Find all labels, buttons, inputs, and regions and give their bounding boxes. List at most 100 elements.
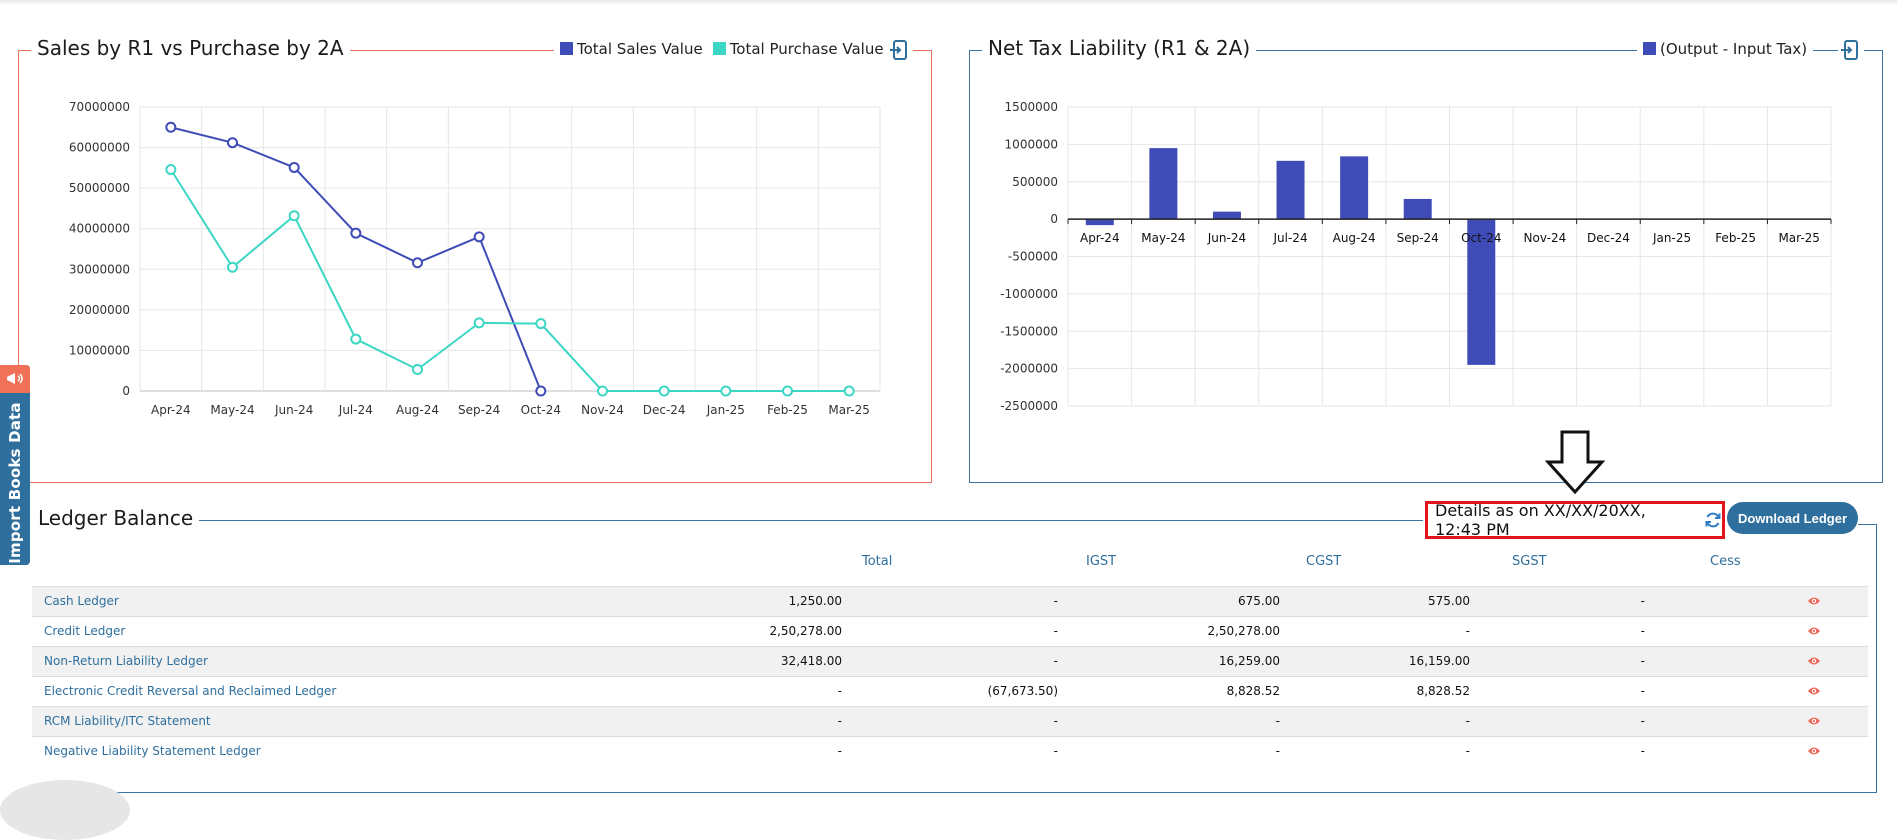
ledger-cell-cess: - xyxy=(1640,654,1645,668)
ledger-name-link[interactable]: Credit Ledger xyxy=(44,624,126,638)
ledger-cell-igst: - xyxy=(1053,744,1058,758)
y-tick-label: 500000 xyxy=(1012,175,1058,189)
eye-icon[interactable] xyxy=(1807,625,1821,637)
x-tick-label: Nov-24 xyxy=(581,403,624,417)
ledger-row: Non-Return Liability Ledger 32,418.00 - 16,… xyxy=(32,646,1868,676)
download-ledger-button[interactable]: Download Ledger xyxy=(1727,502,1858,534)
x-tick-label: Feb-25 xyxy=(1715,231,1756,245)
ledger-name-link[interactable]: Electronic Credit Reversal and Reclaimed… xyxy=(44,684,337,698)
ledger-cell-total: - xyxy=(837,714,842,728)
data-point xyxy=(412,363,423,375)
data-point xyxy=(350,333,362,345)
y-tick-label: 40000000 xyxy=(69,222,130,236)
ledger-cell-cess: - xyxy=(1640,624,1645,638)
sales-chart-title: Sales by R1 vs Purchase by 2A xyxy=(31,36,350,60)
y-tick-label: 50000000 xyxy=(69,181,130,195)
bar xyxy=(1340,156,1369,220)
x-tick-label: Apr-24 xyxy=(1080,231,1120,245)
bar xyxy=(1212,211,1241,220)
ledger-frame-bottom xyxy=(32,792,1877,793)
panel-frame xyxy=(18,50,932,483)
data-point xyxy=(782,385,793,397)
x-tick-label: Jun-24 xyxy=(274,403,313,417)
ledger-cell-igst: - xyxy=(1053,624,1058,638)
ledger-table-header: Total IGST CGST SGST Cess xyxy=(32,548,1868,586)
ledger-cell-igst: - xyxy=(1053,594,1058,608)
column-header-total: Total xyxy=(862,554,893,569)
ledger-row: Negative Liability Statement Ledger - - - - - xyxy=(32,736,1868,766)
ledger-frame-right xyxy=(1876,524,1877,792)
y-tick-label: -1500000 xyxy=(1000,324,1058,338)
data-point xyxy=(227,261,238,273)
data-point xyxy=(288,210,300,222)
legend-item-purchase[interactable]: Total Purchase Value xyxy=(712,40,884,58)
eye-icon[interactable] xyxy=(1807,595,1821,607)
ledger-name-link[interactable]: Cash Ledger xyxy=(44,594,119,608)
ledger-cell-cess: - xyxy=(1640,714,1645,728)
ledger-rows: Cash Ledger 1,250.00-675.00 575.00- Credit … xyxy=(32,586,1868,766)
column-header-cgst: CGST xyxy=(1306,554,1342,569)
y-tick-label: 1000000 xyxy=(1005,137,1058,151)
x-tick-label: Mar-25 xyxy=(828,403,869,417)
x-tick-label: Jun-24 xyxy=(1207,231,1246,245)
legend-item-sales[interactable]: Total Sales Value xyxy=(560,40,703,58)
x-tick-label: Jul-24 xyxy=(338,403,373,417)
tax-chart-panel: Net Tax Liability (R1 & 2A) (Output - In… xyxy=(969,36,1883,483)
data-point xyxy=(227,137,238,149)
data-point xyxy=(165,163,177,175)
eye-icon[interactable] xyxy=(1807,655,1821,667)
import-books-data-label: Import Books Data xyxy=(6,402,24,564)
export-icon[interactable] xyxy=(1838,37,1864,63)
ledger-cell-sgst: - xyxy=(1465,624,1470,638)
y-tick-label: -2500000 xyxy=(1000,399,1058,413)
data-point xyxy=(843,385,855,397)
legend-swatch xyxy=(560,42,573,55)
y-tick-label: 60000000 xyxy=(69,141,130,155)
x-tick-label: Sep-24 xyxy=(1397,231,1439,245)
legend-swatch xyxy=(712,42,726,55)
bar xyxy=(1467,219,1496,365)
legend-swatch xyxy=(1643,42,1656,55)
ledger-cell-sgst: - xyxy=(1465,744,1470,758)
data-point xyxy=(535,318,547,330)
ledger-cell-cgst: 675.00 xyxy=(1238,594,1280,608)
import-books-data-tab[interactable]: Import Books Data xyxy=(0,365,30,565)
y-tick-label: 0 xyxy=(122,384,130,398)
eye-icon[interactable] xyxy=(1807,715,1821,727)
ledger-cell-cgst: 16,259.00 xyxy=(1218,654,1280,668)
ledger-cell-cess: - xyxy=(1640,594,1645,608)
ledger-cell-sgst: 575.00 xyxy=(1428,594,1470,608)
y-tick-label: -1000000 xyxy=(1000,287,1058,301)
legend-item-tax[interactable]: (Output - Input Tax) xyxy=(1643,40,1807,58)
ledger-table: Total IGST CGST SGST Cess Cash Ledger 1,2… xyxy=(32,548,1868,766)
ledger-name-link[interactable]: Negative Liability Statement Ledger xyxy=(44,744,261,758)
sales-chart-panel: Sales by R1 vs Purchase by 2A Total Sale… xyxy=(18,36,932,483)
data-point xyxy=(288,161,300,173)
y-tick-label: -500000 xyxy=(1008,250,1058,264)
series-line xyxy=(169,168,850,392)
refresh-icon[interactable] xyxy=(1704,511,1722,529)
ledger-cell-igst: (67,673.50) xyxy=(987,684,1058,698)
data-point xyxy=(658,385,670,397)
column-header-cess: Cess xyxy=(1710,554,1741,569)
x-tick-label: Aug-24 xyxy=(396,403,439,417)
eye-icon[interactable] xyxy=(1807,685,1821,697)
panel-frame xyxy=(969,50,1883,483)
ledger-name-link[interactable]: Non-Return Liability Ledger xyxy=(44,654,208,668)
x-tick-label: Jan-25 xyxy=(1652,231,1691,245)
tax-chart-title: Net Tax Liability (R1 & 2A) xyxy=(982,36,1257,60)
y-tick-label: 30000000 xyxy=(69,262,130,276)
ledger-name-link[interactable]: RCM Liability/ITC Statement xyxy=(44,714,211,728)
x-tick-label: Mar-25 xyxy=(1778,231,1819,245)
ledger-title: Ledger Balance xyxy=(32,506,200,530)
data-point xyxy=(165,121,177,133)
data-point xyxy=(535,385,547,397)
eye-icon[interactable] xyxy=(1807,745,1821,757)
ledger-cell-cgst: - xyxy=(1275,714,1280,728)
sales-chart-legend: Total Sales Value Total Purchase Value xyxy=(554,40,890,58)
tax-bar-chart: 1500000 1000000 500000 0 -500000 -1000000 -150… xyxy=(1000,100,1832,413)
x-tick-label: May-24 xyxy=(1141,231,1185,245)
export-icon[interactable] xyxy=(887,37,913,63)
y-tick-label: 20000000 xyxy=(69,303,130,317)
x-tick-label: Jul-24 xyxy=(1273,231,1308,245)
